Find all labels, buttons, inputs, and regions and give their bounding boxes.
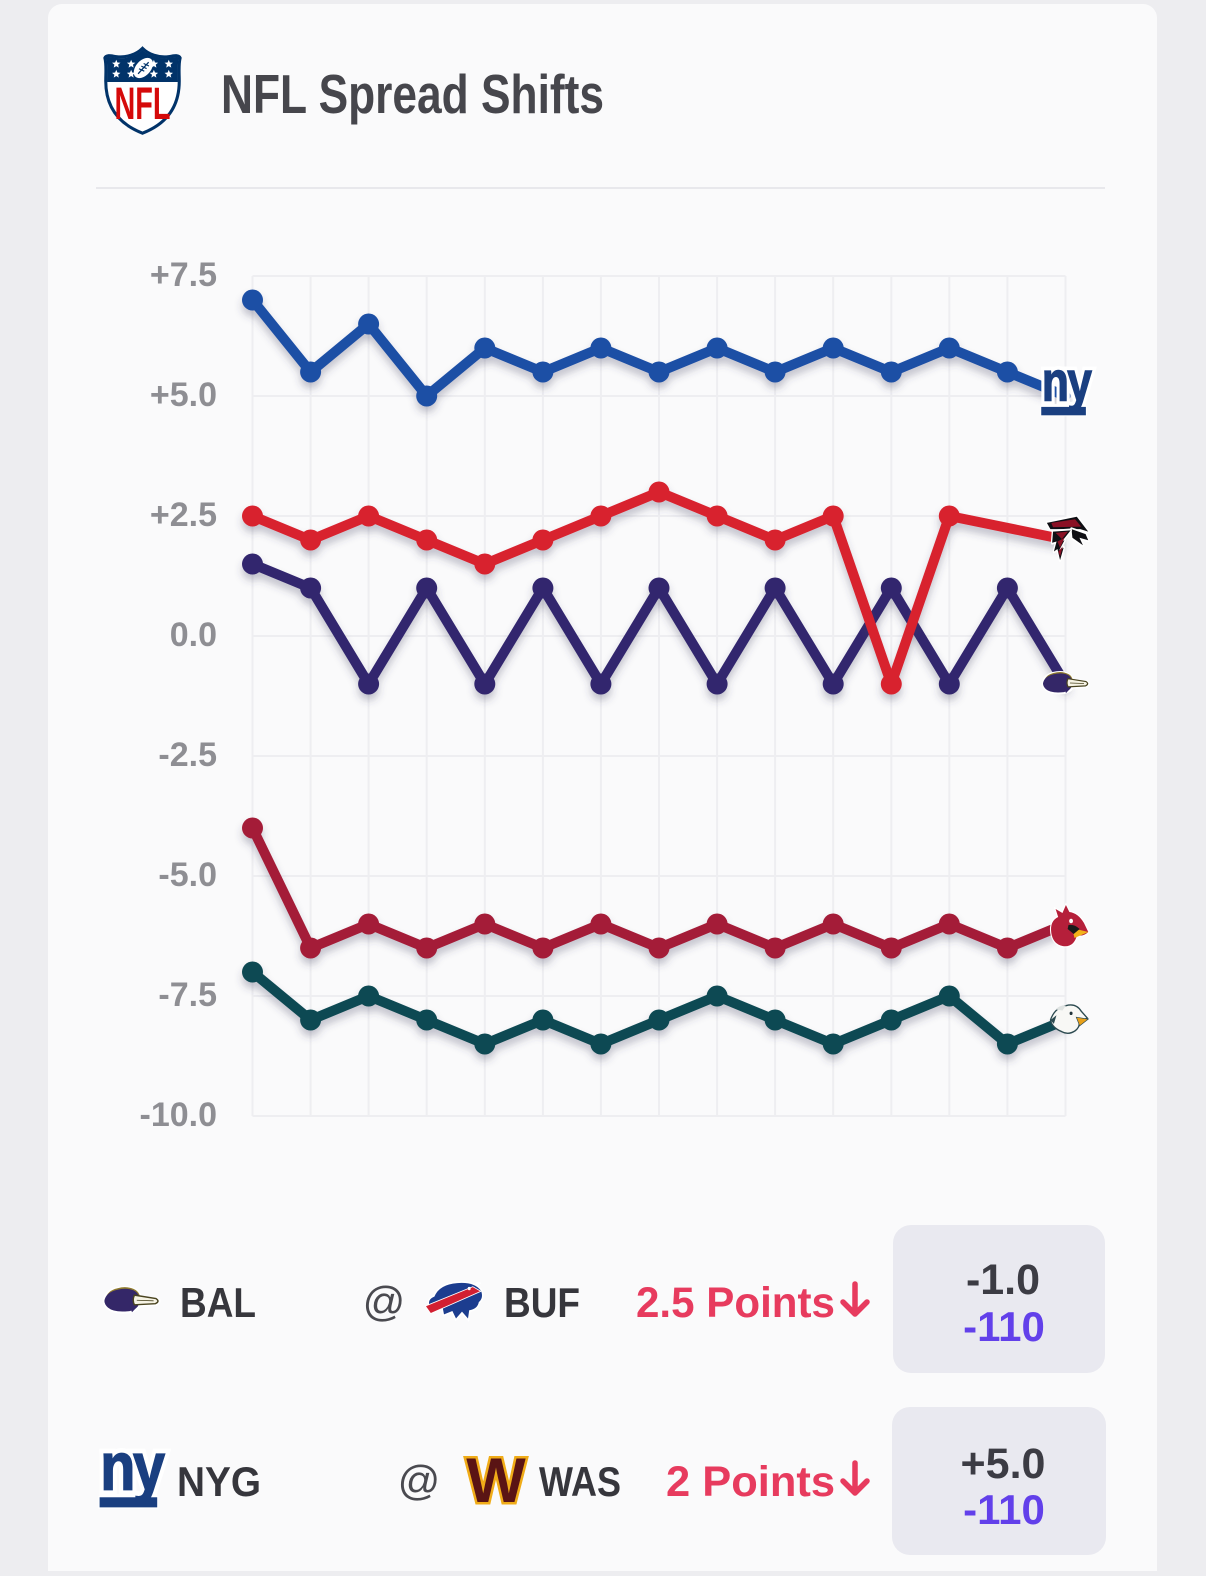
svg-text:+7.5: +7.5: [150, 256, 217, 294]
svg-text:ny: ny: [100, 1429, 165, 1504]
svg-text:-10.0: -10.0: [140, 1096, 218, 1134]
svg-text:W: W: [466, 1446, 526, 1516]
svg-text:BAL: BAL: [180, 1279, 256, 1326]
svg-text:NYG: NYG: [177, 1458, 261, 1505]
svg-text:WAS: WAS: [539, 1458, 621, 1505]
svg-text:BUF: BUF: [504, 1279, 580, 1326]
svg-text:ny: ny: [1042, 351, 1093, 413]
svg-text:@: @: [363, 1278, 406, 1325]
svg-text:@: @: [398, 1457, 441, 1504]
svg-text:0.0: 0.0: [170, 616, 217, 654]
svg-text:-2.5: -2.5: [158, 736, 217, 774]
svg-text:-110: -110: [963, 1486, 1045, 1533]
svg-text:-5.0: -5.0: [158, 856, 217, 894]
svg-text:+5.0: +5.0: [150, 376, 217, 414]
svg-text:-7.5: -7.5: [158, 976, 217, 1014]
svg-text:2 Points: 2 Points: [666, 1458, 835, 1506]
svg-text:-110: -110: [963, 1303, 1045, 1350]
svg-text:2.5 Points: 2.5 Points: [636, 1279, 835, 1327]
svg-text:NFL: NFL: [115, 78, 171, 129]
svg-text:NFL Spread Shifts: NFL Spread Shifts: [221, 63, 604, 125]
svg-text:-1.0: -1.0: [966, 1256, 1040, 1304]
svg-text:+5.0: +5.0: [961, 1440, 1046, 1488]
svg-text:+2.5: +2.5: [150, 496, 217, 534]
